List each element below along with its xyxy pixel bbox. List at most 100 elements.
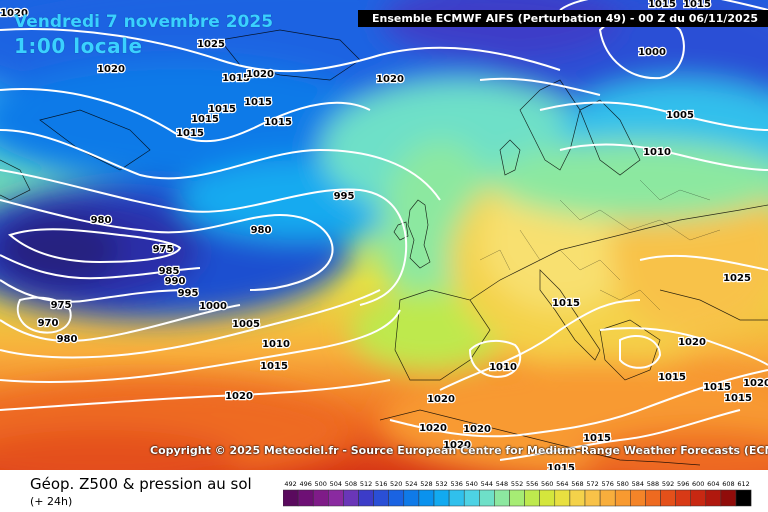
pressure-label: 1020 <box>225 391 253 402</box>
scale-tick-label: 604 <box>707 480 719 488</box>
scale-swatch <box>705 489 722 507</box>
pressure-label: 1000 <box>638 47 666 58</box>
scale-tick-label: 612 <box>737 480 749 488</box>
borders <box>479 179 721 311</box>
copyright-note: Copyright © 2025 Meteociel.fr - Source E… <box>150 444 768 457</box>
pressure-label: 1015 <box>703 382 731 393</box>
scale-swatch <box>554 489 571 507</box>
pressure-label: 1010 <box>262 339 290 350</box>
scale-tick-label: 568 <box>571 480 583 488</box>
coastlines <box>0 29 768 466</box>
pressure-label: 1025 <box>197 39 225 50</box>
pressure-label: 980 <box>57 334 78 345</box>
pressure-label: 1015 <box>683 0 711 10</box>
scale-tick-label: 584 <box>632 480 644 488</box>
pressure-label: 1015 <box>244 97 272 108</box>
pressure-label: 1015 <box>264 117 292 128</box>
pressure-label: 1015 <box>552 298 580 309</box>
scale-swatch <box>735 489 752 507</box>
scale-swatch <box>343 489 359 507</box>
scale-tick-label: 528 <box>420 480 432 488</box>
scale-swatch <box>479 489 495 507</box>
pressure-label: 985 <box>159 266 180 277</box>
pressure-label: 1015 <box>547 463 575 470</box>
pressure-label: 1020 <box>463 424 491 435</box>
pressure-label: 1015 <box>208 104 236 115</box>
scale-tick-label: 596 <box>677 480 689 488</box>
weather-map: 1020 1025 1020 1015 1020 1020 1015 1015 1015 1015… <box>0 0 768 470</box>
scale-tick-label: 508 <box>345 480 357 488</box>
scale-swatch <box>569 489 586 507</box>
pressure-label: 1020 <box>97 64 125 75</box>
scale-swatch <box>403 489 420 507</box>
scale-swatch <box>690 489 707 507</box>
pressure-label: 1010 <box>489 362 517 373</box>
pressure-label: 1015 <box>583 433 611 444</box>
scale-tick-label: 580 <box>617 480 629 488</box>
legend-title: Géop. Z500 & pression au sol <box>30 475 252 493</box>
scale-tick-label: 588 <box>647 480 659 488</box>
scale-tick-label: 540 <box>466 480 478 488</box>
pressure-label: 1015 <box>191 114 219 125</box>
scale-swatch <box>660 489 676 507</box>
scale-swatch <box>328 489 344 507</box>
model-header: Ensemble ECMWF AIFS (Perturbation 49) - … <box>358 10 768 27</box>
scale-tick-label: 572 <box>586 480 598 488</box>
scale-tick-label: 524 <box>405 480 417 488</box>
pressure-label: 1020 <box>427 394 455 405</box>
isobars <box>0 0 768 460</box>
geopotential-blobs <box>0 0 768 470</box>
pressure-label: 980 <box>251 225 272 236</box>
scale-tick-label: 516 <box>375 480 387 488</box>
pressure-label: 1005 <box>666 110 694 121</box>
scale-tick-label: 548 <box>496 480 508 488</box>
pressure-label: 1000 <box>199 301 227 312</box>
scale-swatch <box>494 489 510 507</box>
pressure-label: 1015 <box>222 73 250 84</box>
pressure-label: 1020 <box>678 337 706 348</box>
scale-tick-label: 512 <box>360 480 372 488</box>
scale-tick-label: 492 <box>284 480 296 488</box>
scale-swatch <box>630 489 646 507</box>
scale-swatch <box>433 489 450 507</box>
scale-swatch <box>720 489 737 507</box>
forecast-local-time: 1:00 locale <box>14 34 143 58</box>
pressure-label: 1020 <box>0 8 28 19</box>
scale-tick-label: 564 <box>556 480 568 488</box>
scale-tick-label: 532 <box>435 480 447 488</box>
scale-swatch <box>448 489 465 507</box>
scale-tick-label: 496 <box>299 480 311 488</box>
forecast-date: Vendredi 7 novembre 2025 <box>14 12 274 32</box>
scale-swatch <box>645 489 661 507</box>
scale-swatch <box>297 489 314 507</box>
scale-tick-label: 500 <box>315 480 327 488</box>
pressure-label: 1025 <box>723 273 751 284</box>
color-scale: 492 496 500 504 508 512 516 520 524 528 532 536 540 5… <box>283 480 752 507</box>
pressure-label: 975 <box>51 300 72 311</box>
pressure-label: 1015 <box>260 361 288 372</box>
scale-tick-label: 504 <box>330 480 342 488</box>
scale-tick-label: 592 <box>662 480 674 488</box>
scale-swatch <box>373 489 389 507</box>
forecast-time-block: Vendredi 7 novembre 2025 1:00 locale <box>14 12 273 58</box>
scale-tick-label: 552 <box>511 480 523 488</box>
scale-swatch <box>524 489 540 507</box>
scale-swatch <box>283 489 299 507</box>
scale-tick-label: 560 <box>541 480 553 488</box>
pressure-label: 1020 <box>246 69 274 80</box>
scale-tick-label: 536 <box>450 480 462 488</box>
scale-swatch <box>584 489 601 507</box>
scale-tick-label: 600 <box>692 480 704 488</box>
pressure-label: 975 <box>153 244 174 255</box>
scale-swatch <box>358 489 374 507</box>
scale-tick-label: 544 <box>481 480 493 488</box>
pressure-label: 980 <box>91 215 112 226</box>
scale-swatch <box>539 489 556 507</box>
pressure-label: 1015 <box>176 128 204 139</box>
pressure-label: 1015 <box>658 372 686 383</box>
pressure-label: 1005 <box>232 319 260 330</box>
pressure-label: 1020 <box>419 423 447 434</box>
scale-tick-label: 576 <box>601 480 613 488</box>
